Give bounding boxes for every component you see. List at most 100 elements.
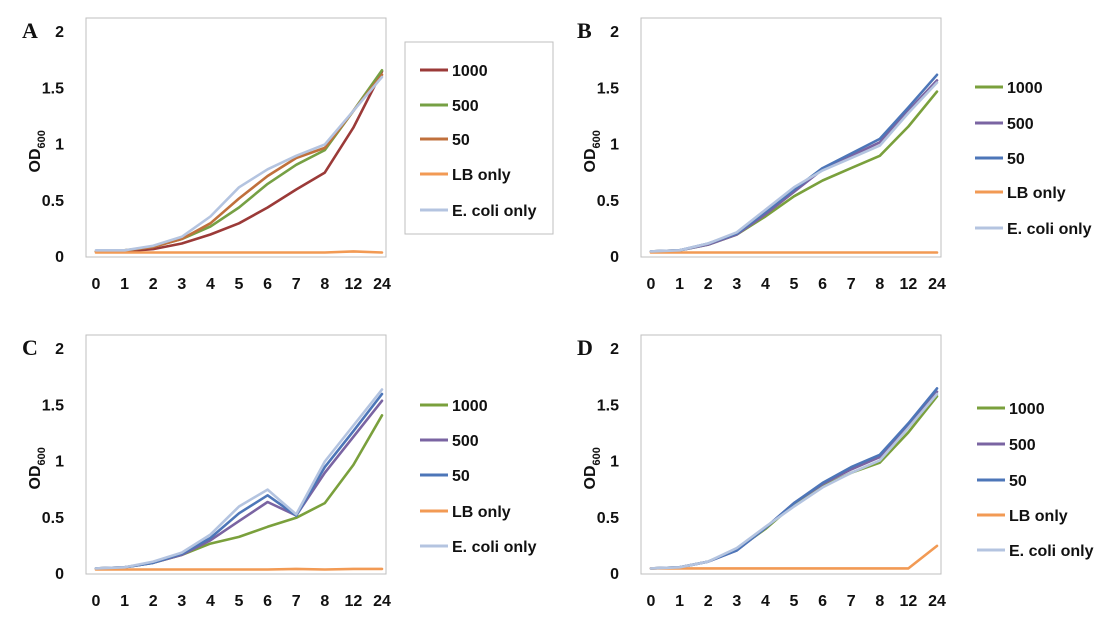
x-tick-label: 7 — [292, 276, 301, 293]
plot-frame — [85, 334, 387, 575]
y-tick-label: 1.5 — [42, 80, 64, 97]
panel-label: B — [577, 18, 592, 43]
y-tick-label: 1 — [610, 454, 619, 471]
legend-label: 50 — [1009, 473, 1027, 490]
y-tick-label: 2 — [55, 341, 64, 358]
legend-label: 500 — [1009, 437, 1036, 454]
chart-a-svg: A00.511.520 1 2 3 4 5 6 7 8 12 24OD600100050050LB … — [22, 17, 554, 293]
chart-panel-b: B 0 0.5 1 1.5 2 0 1 2 3 4 5 6 7 8 12 24 OD600 1000 500 50 LB … — [555, 0, 1109, 313]
y-axis-label: OD600 — [582, 447, 603, 489]
legend-label: LB only — [1007, 185, 1066, 202]
legend-box — [404, 41, 554, 235]
series-line — [94, 75, 384, 252]
chart-d-svg: D00.511.520 1 2 3 4 5 6 7 8 12 24OD600100050050LB … — [577, 334, 1094, 610]
x-tick-label: 3 — [177, 593, 186, 610]
x-tick-label: 7 — [292, 593, 301, 610]
x-tick-label: 24 — [928, 276, 946, 293]
plot-frame — [85, 17, 387, 258]
x-tick-label: 24 — [928, 593, 946, 610]
series-line — [649, 79, 939, 253]
x-tick-label: 24 — [373, 593, 391, 610]
series-line — [94, 73, 384, 253]
y-tick-label: 2 — [610, 24, 619, 41]
legend-label: 1000 — [452, 398, 488, 415]
series-line — [649, 81, 939, 253]
x-tick-label: 4 — [206, 593, 215, 610]
series-line — [94, 250, 384, 254]
y-axis-label: OD600 — [27, 447, 48, 489]
y-tick-label: 1.5 — [597, 397, 619, 414]
x-tick-label: 5 — [790, 593, 799, 610]
legend-label: 500 — [452, 433, 479, 450]
x-tick-label: 6 — [818, 276, 827, 293]
series-line — [649, 392, 939, 570]
x-tick-label: 2 — [149, 276, 158, 293]
y-tick-label: 0 — [55, 566, 64, 583]
x-tick-label: 8 — [320, 276, 329, 293]
x-tick-label: 6 — [263, 593, 272, 610]
legend-label: 1000 — [452, 63, 488, 80]
x-tick-label: 24 — [373, 276, 391, 293]
y-tick-label: 0.5 — [42, 510, 64, 527]
x-tick-label: 1 — [675, 276, 684, 293]
x-tick-label: 7 — [847, 593, 856, 610]
x-tick-label: 8 — [875, 276, 884, 293]
x-tick-label: 12 — [900, 276, 918, 293]
x-tick-label: 7 — [847, 276, 856, 293]
x-tick-label: 0 — [647, 593, 656, 610]
panel-label: D — [577, 335, 593, 360]
y-tick-label: 1 — [55, 454, 64, 471]
legend-label: LB only — [452, 167, 511, 184]
y-tick-label: 1 — [610, 137, 619, 154]
x-tick-label: 8 — [875, 593, 884, 610]
x-tick-label: 0 — [92, 276, 101, 293]
legend-label: E. coli only — [452, 539, 537, 556]
chart-b-svg: B00.511.520 1 2 3 4 5 6 7 8 12 24OD600100050050LB … — [577, 17, 1092, 293]
x-tick-label: 12 — [900, 593, 918, 610]
x-tick-label: 12 — [345, 276, 363, 293]
y-tick-label: 2 — [610, 341, 619, 358]
x-tick-label: 2 — [704, 276, 713, 293]
x-tick-label: 5 — [790, 276, 799, 293]
legend-label: 1000 — [1009, 401, 1045, 418]
legend-label: 50 — [452, 468, 470, 485]
y-tick-label: 0.5 — [597, 510, 619, 527]
y-tick-label: 2 — [55, 24, 64, 41]
series-line — [94, 567, 384, 571]
legend-label: LB only — [452, 504, 511, 521]
chart-panel-a: A 0 0.5 1 1.5 2 0 1 2 3 4 5 6 7 8 12 24 OD600 1000 500 50 LB … — [0, 0, 555, 313]
x-tick-label: 1 — [120, 593, 129, 610]
series-line — [649, 390, 939, 570]
x-tick-label: 3 — [177, 276, 186, 293]
plot-frame — [640, 17, 942, 258]
legend-label: 50 — [1007, 151, 1025, 168]
x-tick-label: 4 — [761, 276, 770, 293]
y-tick-label: 0 — [610, 249, 619, 266]
plot-frame — [640, 334, 942, 575]
y-tick-label: 0 — [55, 249, 64, 266]
x-tick-label: 5 — [235, 593, 244, 610]
series-line — [649, 395, 939, 570]
x-tick-label: 5 — [235, 276, 244, 293]
x-tick-label: 0 — [92, 593, 101, 610]
y-tick-label: 1.5 — [597, 80, 619, 97]
chart-c-svg: C00.511.520 1 2 3 4 5 6 7 8 12 24OD600100050050LB … — [22, 334, 537, 610]
series-line — [649, 387, 939, 570]
y-tick-label: 1 — [55, 137, 64, 154]
x-tick-label: 6 — [263, 276, 272, 293]
legend-label: E. coli only — [1009, 543, 1094, 560]
y-tick-label: 0 — [610, 566, 619, 583]
legend-label: 1000 — [1007, 80, 1043, 97]
series-line — [94, 392, 384, 570]
y-tick-label: 1.5 — [42, 397, 64, 414]
series-line — [94, 70, 384, 253]
y-tick-label: 0.5 — [42, 193, 64, 210]
legend-label: 500 — [452, 98, 479, 115]
legend-label: LB only — [1009, 508, 1068, 525]
x-tick-label: 12 — [345, 593, 363, 610]
series-line — [94, 388, 384, 570]
x-tick-label: 4 — [761, 593, 770, 610]
x-tick-label: 6 — [818, 593, 827, 610]
x-tick-label: 4 — [206, 276, 215, 293]
chart-panel-d: D 0 0.5 1 1.5 2 0 1 2 3 4 5 6 7 8 12 24 OD600 1000 500 50 LB … — [555, 317, 1109, 630]
